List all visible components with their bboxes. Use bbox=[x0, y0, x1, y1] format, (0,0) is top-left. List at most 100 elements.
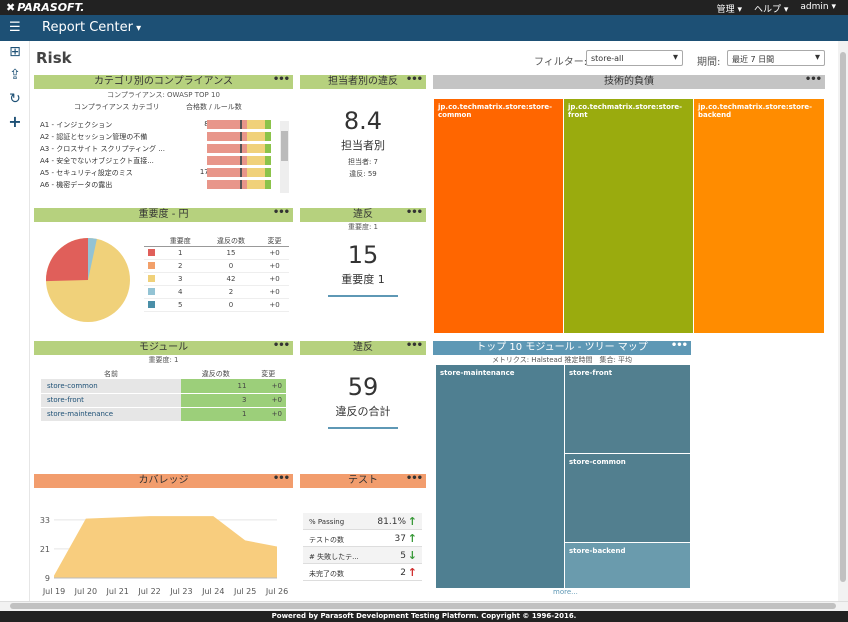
menu-admin-settings[interactable]: 管理 bbox=[717, 2, 742, 15]
module-name[interactable]: store-common bbox=[41, 379, 181, 393]
module-name[interactable]: store-front bbox=[41, 393, 181, 407]
test-metric-label: # 失敗したテ... bbox=[309, 553, 359, 561]
severity-row[interactable]: 1 15 +0 bbox=[144, 247, 289, 260]
more-link[interactable]: more... bbox=[553, 588, 578, 596]
treemap-block[interactable]: store-backend bbox=[565, 543, 690, 588]
treemap-block[interactable]: jp.co.techmatrix.store:store-front bbox=[564, 99, 693, 333]
treemap-block[interactable]: jp.co.techmatrix.store:store-common bbox=[434, 99, 563, 333]
module-row[interactable]: store-common 11 +0 bbox=[41, 379, 286, 393]
category-name: A3 - クロスサイト スクリプティング ... bbox=[40, 145, 165, 153]
severity-count: 42 bbox=[226, 275, 236, 283]
violations-value: 15 bbox=[347, 241, 379, 269]
category-name: A5 - セキュリティ設定のミス bbox=[40, 169, 133, 177]
severity-change: +0 bbox=[269, 288, 280, 296]
widget-menu-icon[interactable]: ••• bbox=[272, 74, 290, 85]
compliance-bar bbox=[207, 132, 271, 141]
severity-row[interactable]: 4 2 +0 bbox=[144, 286, 289, 299]
test-metric-row[interactable]: % Passing 81.1% ↑ bbox=[303, 513, 422, 530]
compliance-row[interactable]: A4 - 安全でないオブジェクト直接...5/6 bbox=[40, 155, 280, 166]
widget-menu-icon[interactable]: ••• bbox=[405, 74, 423, 85]
widget-menu-icon[interactable]: ••• bbox=[405, 473, 423, 484]
menu-user[interactable]: admin bbox=[800, 2, 836, 15]
treemap-block[interactable]: jp.co.techmatrix.store:store-backend bbox=[694, 99, 824, 333]
module-name[interactable]: store-maintenance bbox=[41, 407, 181, 421]
vertical-scroll-thumb[interactable] bbox=[840, 52, 846, 582]
severity-row[interactable]: 2 0 +0 bbox=[144, 260, 289, 273]
treemap-block[interactable]: store-common bbox=[565, 454, 690, 542]
compliance-bar-mark bbox=[240, 180, 243, 189]
widget-subtitle: メトリクス: Halstead 推定時間 集合: 平均 bbox=[491, 356, 633, 364]
violations-total-value: 59 bbox=[347, 373, 379, 401]
widget-menu-icon[interactable]: ••• bbox=[670, 340, 688, 351]
compliance-row[interactable]: A1 - インジェクション8/10 bbox=[40, 119, 280, 130]
test-metric-row[interactable]: # 失敗したテ... 5 ↓ bbox=[303, 547, 422, 564]
report-center-menu[interactable]: Report Center bbox=[42, 20, 141, 35]
coverage-area[interactable] bbox=[54, 516, 277, 578]
refresh-icon[interactable]: ↻ bbox=[9, 91, 21, 107]
widget-menu-icon[interactable]: ••• bbox=[272, 207, 290, 218]
severity-row[interactable]: 3 42 +0 bbox=[144, 273, 289, 286]
module-row[interactable]: store-front 3 +0 bbox=[41, 393, 286, 407]
x-tick-label: Jul 21 bbox=[106, 587, 129, 596]
module-count: 1 bbox=[181, 407, 251, 421]
pie-slice-severity-4[interactable] bbox=[88, 238, 97, 280]
severity-change: +0 bbox=[269, 262, 280, 270]
column-header: 合格数 / ルール数 bbox=[186, 103, 242, 111]
modules-table: 名前 違反の数 変更 store-common 11 +0 store-front 3 +0 s… bbox=[41, 368, 286, 422]
severity-color-swatch bbox=[147, 287, 155, 295]
severity-row[interactable]: 5 0 +0 bbox=[144, 299, 289, 312]
compliance-scrollbar[interactable] bbox=[280, 121, 289, 193]
compliance-row[interactable]: A6 - 機密データの露出7/9 bbox=[40, 179, 280, 190]
compliance-bar-pass bbox=[264, 144, 271, 153]
widget-menu-icon[interactable]: ••• bbox=[405, 207, 423, 218]
compliance-bar-fail bbox=[207, 180, 247, 189]
compliance-bar-mark bbox=[240, 168, 243, 177]
left-toolbar: ⊞ ⇪ ↻ + bbox=[0, 41, 30, 601]
compliance-bar-fail bbox=[207, 156, 247, 165]
widget-title: 重要度 - 円 bbox=[138, 209, 189, 220]
widget-menu-icon[interactable]: ••• bbox=[804, 74, 822, 85]
widget-title: 違反 bbox=[353, 342, 373, 353]
compliance-row[interactable]: A2 - 認証とセッション管理の不備6/6 bbox=[40, 131, 280, 142]
severity-pie-chart[interactable] bbox=[38, 230, 138, 330]
severity-color-swatch bbox=[147, 248, 155, 256]
test-metric-label: % Passing bbox=[309, 518, 345, 526]
test-metric-row[interactable]: 未完了の数 2 ↑ bbox=[303, 564, 422, 581]
compliance-row[interactable]: A3 - クロスサイト スクリプティング ...4/5 bbox=[40, 143, 280, 154]
share-icon[interactable]: ⇪ bbox=[9, 67, 21, 83]
pie-slice-severity-1[interactable] bbox=[46, 238, 88, 282]
x-tick-label: Jul 24 bbox=[201, 587, 224, 596]
hamburger-menu-icon[interactable]: ☰ bbox=[9, 20, 21, 35]
add-widget-icon[interactable]: ⊞ bbox=[9, 44, 21, 60]
nav-bar: ☰ Report Center bbox=[0, 15, 848, 41]
add-icon[interactable]: + bbox=[8, 112, 22, 131]
widget-menu-icon[interactable]: ••• bbox=[272, 473, 290, 484]
filter-select[interactable]: store-all bbox=[586, 50, 683, 66]
y-tick-label: 33 bbox=[40, 516, 50, 525]
compliance-row[interactable]: A5 - セキュリティ設定のミス17/17 bbox=[40, 167, 280, 178]
test-metric-row[interactable]: テストの数 37 ↑ bbox=[303, 530, 422, 547]
severity-count: 15 bbox=[226, 249, 236, 257]
treemap-block[interactable]: store-front bbox=[565, 365, 690, 453]
widget-title: 技術的負債 bbox=[604, 76, 654, 87]
widget-menu-icon[interactable]: ••• bbox=[405, 340, 423, 351]
treemap-block[interactable]: store-maintenance bbox=[436, 365, 564, 588]
tests-widget: テスト ••• % Passing 81.1% ↑ テストの数 37 ↑ # 失敗したテ...… bbox=[300, 473, 426, 599]
coverage-chart[interactable]: 9 21 33 Jul 19 Jul 20 Jul 21 Jul 22 Jul 23 Jul 2… bbox=[34, 488, 293, 599]
violations-total-widget: 違反 ••• 59 違反の合計 bbox=[300, 340, 426, 466]
compliance-bar-pass bbox=[264, 156, 271, 165]
severity-color-swatch bbox=[147, 261, 155, 269]
horizontal-scroll-thumb[interactable] bbox=[10, 603, 836, 609]
assignee-violations-widget: 担当者別の違反 ••• 8.4 担当者別 担当者: 7 違反: 59 bbox=[300, 74, 426, 196]
period-select[interactable]: 最近 7 日間 bbox=[727, 50, 825, 66]
test-metric-label: テストの数 bbox=[309, 536, 344, 544]
divider bbox=[328, 295, 398, 297]
coverage-widget: カバレッジ ••• 9 21 33 Jul 19 Jul 20 Jul 21 Jul 22 Ju… bbox=[34, 473, 293, 599]
assignee-violations: 違反: 59 bbox=[349, 170, 377, 178]
menu-help[interactable]: ヘルプ bbox=[754, 2, 788, 15]
category-name: A4 - 安全でないオブジェクト直接... bbox=[40, 157, 154, 165]
widget-menu-icon[interactable]: ••• bbox=[272, 340, 290, 351]
tech-debt-widget: 技術的負債 ••• jp.co.techmatrix.store:store-co… bbox=[433, 74, 825, 333]
period-label: 期間: bbox=[697, 57, 721, 68]
module-row[interactable]: store-maintenance 1 +0 bbox=[41, 407, 286, 421]
